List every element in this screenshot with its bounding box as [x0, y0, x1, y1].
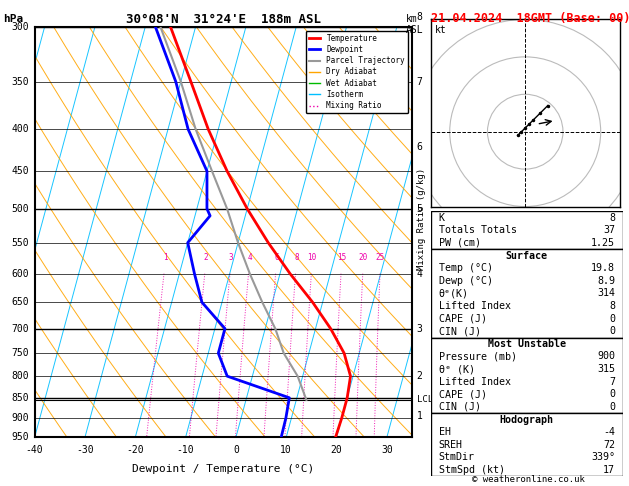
- Text: -40: -40: [26, 445, 43, 455]
- Text: 7: 7: [416, 77, 423, 87]
- Text: km
ASL: km ASL: [406, 14, 423, 35]
- Text: 17: 17: [603, 465, 615, 475]
- Text: SREH: SREH: [438, 440, 462, 450]
- Text: kt: kt: [435, 25, 447, 35]
- Text: 19.8: 19.8: [591, 263, 615, 273]
- Text: 20: 20: [331, 445, 342, 455]
- Text: 1: 1: [163, 253, 168, 261]
- Text: hPa: hPa: [3, 14, 23, 24]
- Text: 0: 0: [233, 445, 239, 455]
- Text: 2: 2: [416, 371, 423, 381]
- Text: -20: -20: [126, 445, 144, 455]
- Text: StmSpd (kt): StmSpd (kt): [438, 465, 504, 475]
- FancyBboxPatch shape: [431, 413, 623, 476]
- Text: 4: 4: [416, 269, 423, 278]
- Text: 10: 10: [308, 253, 317, 261]
- Text: 350: 350: [11, 77, 29, 87]
- Text: Mixing Ratio (g/kg): Mixing Ratio (g/kg): [417, 168, 426, 270]
- Text: Temp (°C): Temp (°C): [438, 263, 493, 273]
- Text: 3: 3: [229, 253, 233, 261]
- Text: 7: 7: [609, 377, 615, 387]
- Text: Surface: Surface: [506, 251, 548, 260]
- Text: 25: 25: [376, 253, 385, 261]
- Text: 0: 0: [609, 389, 615, 399]
- Text: 0: 0: [609, 313, 615, 324]
- Text: 4: 4: [247, 253, 252, 261]
- Text: 900: 900: [597, 351, 615, 362]
- Text: -10: -10: [177, 445, 194, 455]
- Text: Most Unstable: Most Unstable: [487, 339, 566, 349]
- Text: 1.25: 1.25: [591, 238, 615, 248]
- Title: 30°08'N  31°24'E  188m ASL: 30°08'N 31°24'E 188m ASL: [126, 13, 321, 26]
- Text: 8: 8: [294, 253, 299, 261]
- Text: 10: 10: [281, 445, 292, 455]
- Text: 950: 950: [11, 433, 29, 442]
- Text: 8: 8: [609, 213, 615, 223]
- Text: StmDir: StmDir: [438, 452, 474, 462]
- Text: 339°: 339°: [591, 452, 615, 462]
- Text: CAPE (J): CAPE (J): [438, 389, 487, 399]
- Text: 20: 20: [359, 253, 368, 261]
- Text: 500: 500: [11, 204, 29, 214]
- Text: Dewpoint / Temperature (°C): Dewpoint / Temperature (°C): [132, 464, 314, 474]
- Text: 550: 550: [11, 238, 29, 248]
- Text: θᵉ(K): θᵉ(K): [438, 288, 469, 298]
- FancyBboxPatch shape: [431, 338, 623, 413]
- Text: 300: 300: [11, 22, 29, 32]
- FancyBboxPatch shape: [431, 249, 623, 338]
- Text: Lifted Index: Lifted Index: [438, 301, 511, 311]
- Text: θᵉ (K): θᵉ (K): [438, 364, 474, 374]
- Text: 5: 5: [416, 204, 423, 214]
- Text: 0: 0: [609, 326, 615, 336]
- Text: -4: -4: [603, 427, 615, 437]
- Text: Totals Totals: Totals Totals: [438, 226, 516, 235]
- Text: 315: 315: [597, 364, 615, 374]
- Text: CAPE (J): CAPE (J): [438, 313, 487, 324]
- Text: 900: 900: [11, 413, 29, 423]
- Text: CIN (J): CIN (J): [438, 402, 481, 412]
- Text: 3: 3: [416, 324, 423, 333]
- Text: 6: 6: [274, 253, 279, 261]
- Text: 6: 6: [416, 141, 423, 152]
- Text: Hodograph: Hodograph: [500, 415, 554, 425]
- Text: 21.04.2024  18GMT (Base: 00): 21.04.2024 18GMT (Base: 00): [431, 12, 629, 25]
- Text: 314: 314: [597, 288, 615, 298]
- Text: -30: -30: [76, 445, 94, 455]
- Text: 750: 750: [11, 348, 29, 358]
- FancyBboxPatch shape: [431, 211, 623, 249]
- Text: 72: 72: [603, 440, 615, 450]
- Text: Pressure (mb): Pressure (mb): [438, 351, 516, 362]
- Text: Lifted Index: Lifted Index: [438, 377, 511, 387]
- Text: 8: 8: [416, 12, 423, 22]
- Text: 1: 1: [416, 411, 423, 421]
- Text: 850: 850: [11, 393, 29, 403]
- Text: CIN (J): CIN (J): [438, 326, 481, 336]
- Text: 30: 30: [381, 445, 392, 455]
- Text: 0: 0: [609, 402, 615, 412]
- Text: 400: 400: [11, 124, 29, 134]
- Text: Dewp (°C): Dewp (°C): [438, 276, 493, 286]
- Text: 700: 700: [11, 324, 29, 333]
- Text: © weatheronline.co.uk: © weatheronline.co.uk: [472, 474, 585, 484]
- Text: 450: 450: [11, 166, 29, 176]
- Text: EH: EH: [438, 427, 450, 437]
- Text: 37: 37: [603, 226, 615, 235]
- Text: 600: 600: [11, 269, 29, 278]
- Text: K: K: [438, 213, 445, 223]
- Text: LCL: LCL: [416, 396, 433, 404]
- Text: 2: 2: [204, 253, 208, 261]
- Text: 15: 15: [337, 253, 347, 261]
- Legend: Temperature, Dewpoint, Parcel Trajectory, Dry Adiabat, Wet Adiabat, Isotherm, Mi: Temperature, Dewpoint, Parcel Trajectory…: [306, 31, 408, 113]
- Text: 8: 8: [609, 301, 615, 311]
- Text: 8.9: 8.9: [597, 276, 615, 286]
- Text: 650: 650: [11, 297, 29, 307]
- Text: 800: 800: [11, 371, 29, 381]
- Text: PW (cm): PW (cm): [438, 238, 481, 248]
